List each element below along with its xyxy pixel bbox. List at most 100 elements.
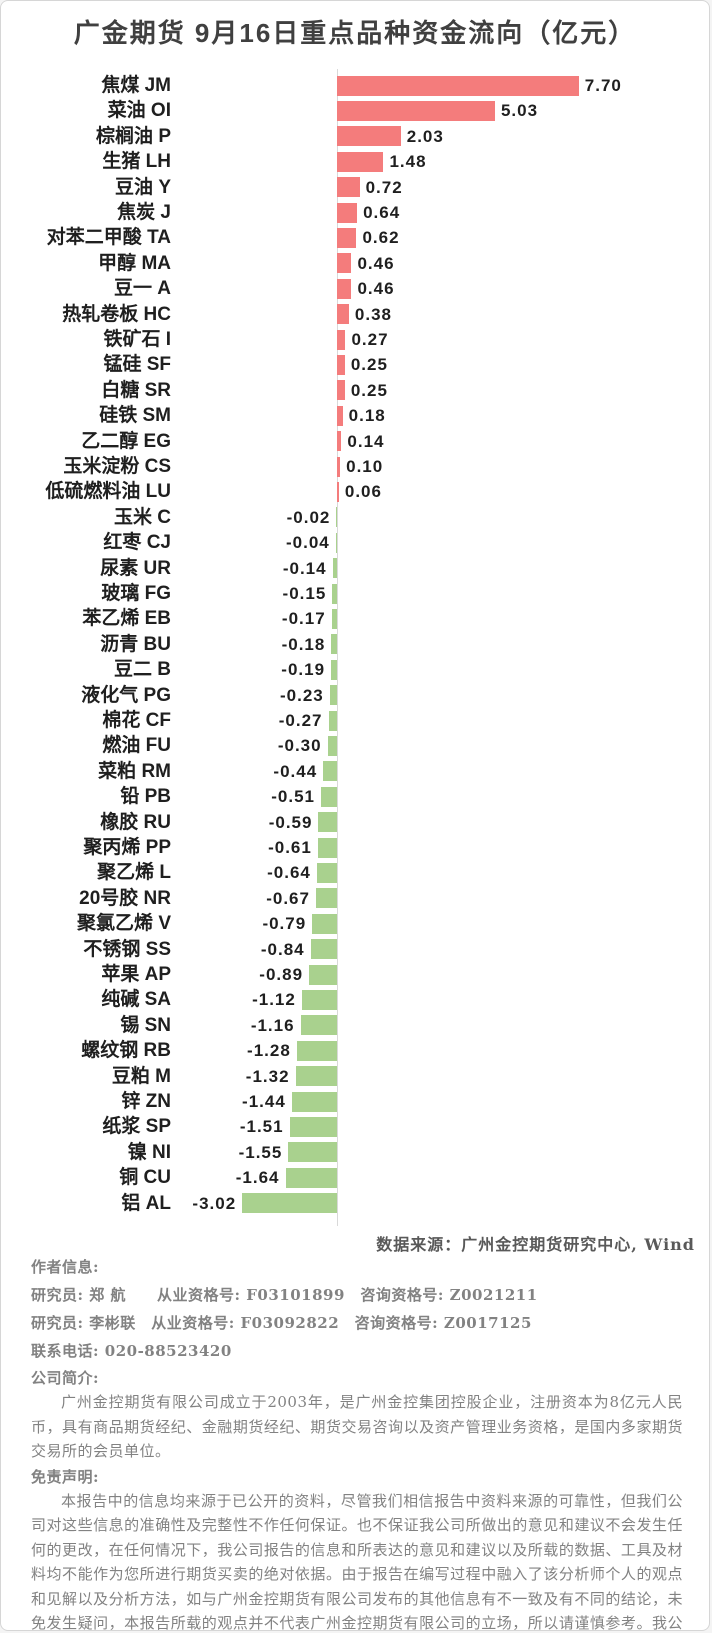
value-label: -0.89 [259, 965, 304, 984]
category-label: 焦煤 JM [101, 75, 171, 96]
value-label: -1.64 [235, 1168, 280, 1188]
value-label: 0.06 [344, 482, 382, 502]
value-label: 2.03 [406, 126, 444, 146]
chart-row: 橡胶 RU -0.59 [1, 810, 709, 835]
category-label: 纯碱 SA [101, 989, 171, 1011]
negative-bar [317, 837, 337, 858]
chart-row: 纸浆 SP -1.51 [1, 1114, 709, 1139]
category-label: 锰硅 SF [103, 354, 171, 376]
positive-bar [337, 151, 384, 172]
value-label: 7.70 [584, 76, 622, 95]
category-label: 甲醇 MA [98, 252, 171, 274]
positive-bar [337, 126, 401, 147]
value-label: -1.44 [242, 1092, 286, 1111]
contact-phone: 联系电话: 020-88523420 [31, 1342, 232, 1360]
positive-bar [337, 253, 352, 274]
negative-bar [328, 710, 337, 731]
chart-row: 不锈钢 SS -0.84 [1, 937, 709, 962]
chart-row: 聚氯乙烯 V -0.79 [1, 911, 709, 936]
chart-row: 纯碱 SA -1.12 [1, 987, 709, 1012]
chart-row: 聚乙烯 L -0.64 [1, 860, 709, 885]
negative-bar [332, 558, 337, 579]
category-label: 低硫燃料油 LU [45, 481, 171, 503]
category-label: 焦炭 J [117, 202, 171, 223]
category-label: 对苯二甲酸 TA [46, 227, 171, 249]
category-label: 锡 SN [120, 1014, 171, 1036]
chart-row: 液化气 PG -0.23 [1, 683, 709, 708]
negative-bar [336, 507, 337, 528]
value-label: -0.51 [271, 787, 315, 807]
negative-bar [309, 964, 337, 985]
company-intro-text: 广州金控期货有限公司成立于2003年，是广州金控集团控股企业，注册资本为8亿元人… [31, 1393, 683, 1460]
value-label: -0.04 [285, 533, 330, 553]
chart-row: 红枣 CJ -0.04 [1, 530, 709, 555]
chart-row: 菜油 OI 5.03 [1, 98, 709, 123]
zero-axis-line [337, 69, 338, 1226]
value-label: -0.67 [266, 888, 310, 908]
value-label: -0.64 [267, 863, 311, 883]
positive-bar [337, 456, 341, 477]
positive-bar [337, 482, 339, 503]
category-label: 铜 CU [119, 1167, 171, 1189]
chart-row: 豆粕 M -1.32 [1, 1064, 709, 1089]
negative-bar [301, 990, 337, 1011]
category-label: 乙二醇 EG [81, 430, 171, 452]
chart-row: 豆一 A 0.46 [1, 276, 709, 301]
category-label: 生猪 LH [102, 151, 171, 173]
category-label: 棕榈油 P [96, 125, 171, 147]
value-label: -0.27 [278, 711, 323, 730]
value-label: 0.27 [351, 330, 389, 349]
chart-row: 棉花 CF -0.27 [1, 708, 709, 733]
chart-row: 菜粕 RM -0.44 [1, 759, 709, 784]
category-label: 纸浆 SP [102, 1116, 171, 1138]
positive-bar [337, 278, 352, 299]
chart-row: 硅铁 SM 0.18 [1, 403, 709, 428]
chart-row: 乙二醇 EG 0.14 [1, 429, 709, 454]
negative-bar [327, 736, 337, 757]
chart-row: 锌 ZN -1.44 [1, 1089, 709, 1114]
category-label: 白糖 SR [101, 379, 171, 401]
value-label: -0.17 [281, 609, 326, 629]
chart-row: 对苯二甲酸 TA 0.62 [1, 225, 709, 250]
category-label: 豆油 Y [115, 176, 171, 198]
category-label: 聚氯乙烯 V [77, 913, 171, 935]
value-label: -0.18 [281, 634, 326, 654]
disclaimer-heading: 免责声明: [31, 1467, 100, 1486]
category-label: 菜油 OI [107, 100, 171, 122]
positive-bar [337, 101, 495, 122]
category-label: 尿素 UR [100, 557, 171, 579]
negative-bar [315, 888, 337, 909]
value-label: 0.62 [362, 228, 400, 248]
chart-row: 棕榈油 P 2.03 [1, 124, 709, 149]
category-label: 螺纹钢 RB [81, 1040, 171, 1062]
value-label: 5.03 [500, 101, 539, 121]
category-label: 苹果 AP [101, 964, 171, 985]
chart-row: 燃油 FU -0.30 [1, 733, 709, 758]
negative-bar [335, 532, 337, 553]
value-label: 0.25 [350, 380, 388, 400]
negative-bar [296, 1040, 337, 1061]
negative-bar [323, 761, 337, 782]
value-label: 0.46 [357, 279, 395, 299]
chart-row: 焦炭 J 0.64 [1, 200, 709, 225]
category-label: 豆一 A [113, 278, 171, 300]
researcher-line-2: 研究员: 李彬联 从业资格号: F03092822 咨询资格号: Z001712… [31, 1314, 532, 1332]
negative-bar [289, 1117, 337, 1138]
value-label: -0.30 [277, 736, 322, 756]
value-label: 0.25 [350, 355, 388, 375]
positive-bar [337, 355, 345, 376]
value-label: -3.02 [192, 1193, 237, 1213]
negative-bar [300, 1015, 337, 1036]
chart-row: 铜 CU -1.64 [1, 1165, 709, 1190]
value-label: -1.32 [245, 1066, 290, 1086]
positive-bar [337, 202, 358, 223]
negative-bar [329, 685, 337, 706]
chart-row: 聚丙烯 PP -0.61 [1, 835, 709, 860]
category-label: 20号胶 NR [79, 887, 171, 909]
negative-bar [288, 1142, 337, 1163]
negative-bar [318, 812, 337, 833]
chart-row: 豆二 B -0.19 [1, 657, 709, 682]
category-label: 红枣 CJ [103, 532, 171, 554]
report-footer: 作者信息: 研究员: 郑 航 从业资格号: F03101899 咨询资格号: Z… [31, 1253, 683, 1630]
